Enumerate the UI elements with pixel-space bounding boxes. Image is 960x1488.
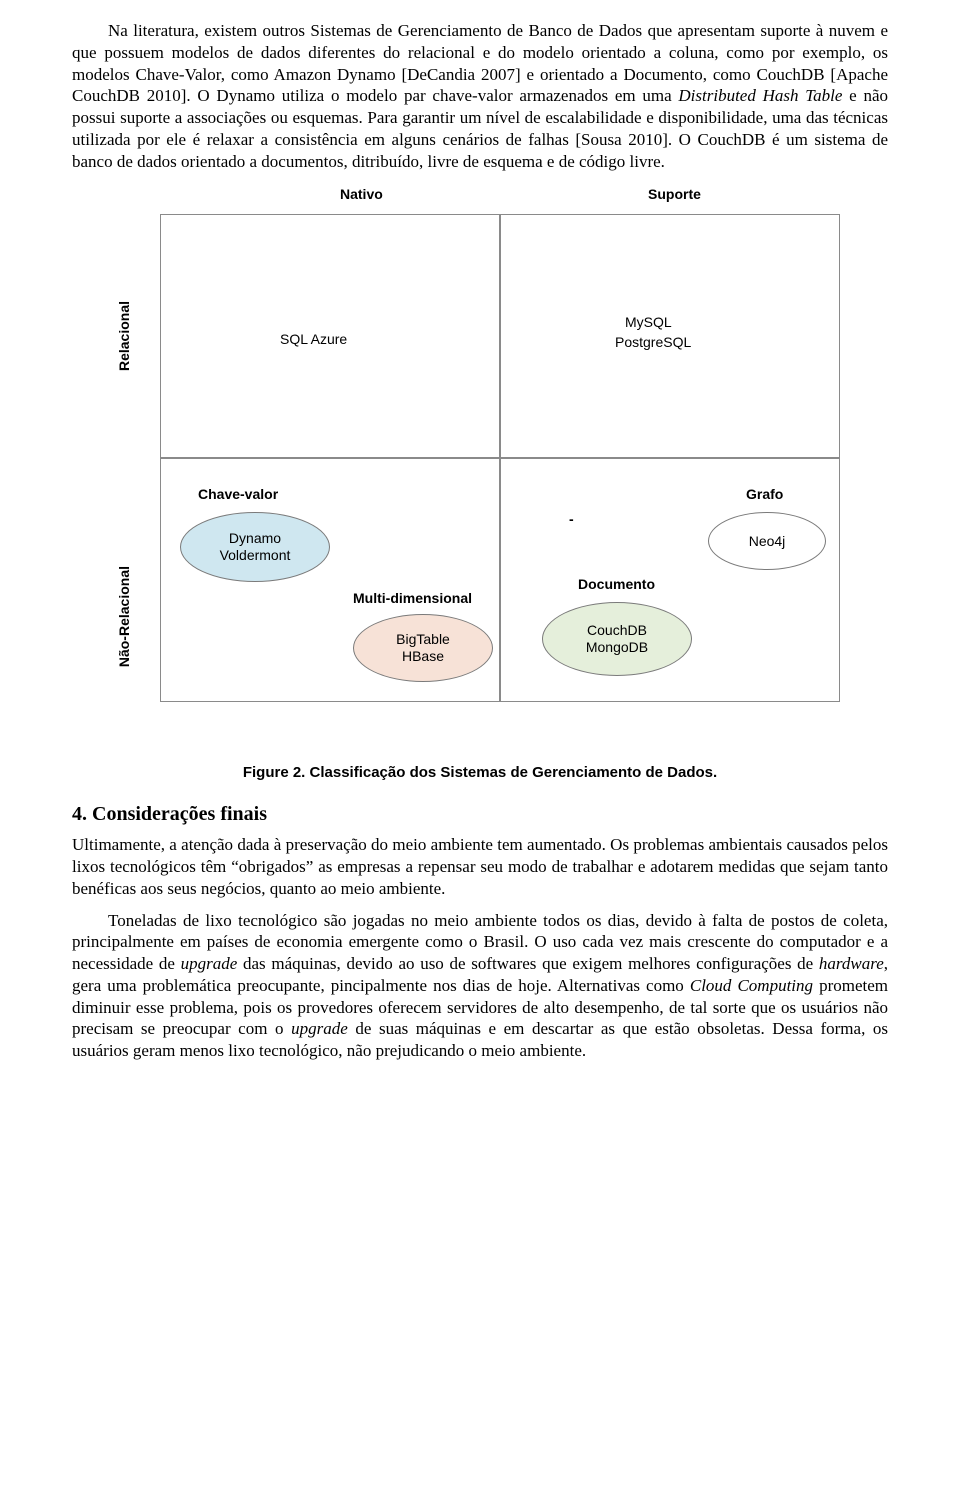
ellipse-bigtable: BigTable HBase [353, 614, 493, 682]
label-chave: Chave-valor [198, 486, 278, 502]
col-left: Nativo [340, 186, 383, 202]
italic-term: upgrade [291, 1019, 348, 1038]
section-4-heading: 4. Considerações finais [72, 803, 888, 826]
ellipse-line: CouchDB [587, 622, 647, 639]
ellipse-line: Dynamo [229, 530, 281, 547]
ellipse-line: Neo4j [749, 533, 786, 550]
label-multi: Multi-dimensional [353, 590, 472, 606]
italic-term: hardware [819, 954, 884, 973]
intro-paragraph: Na literatura, existem outros Sistemas d… [72, 20, 888, 172]
ellipse-line: MongoDB [586, 639, 648, 656]
label-doc: Documento [578, 576, 655, 592]
italic-term: Cloud Computing [690, 976, 813, 995]
row-bottom: Não-Relacional [116, 566, 132, 667]
figure-2: Nativo Suporte Relacional Não-Relacional… [72, 186, 888, 781]
ellipse-line: HBase [402, 648, 444, 665]
row-top: Relacional [116, 301, 132, 371]
italic-term: Distributed Hash Table [678, 86, 842, 105]
ellipse-line: BigTable [396, 631, 450, 648]
quad-bot-right [500, 458, 840, 702]
ellipse-line: Voldermont [220, 547, 291, 564]
ellipse-dynamo: Dynamo Voldermont [180, 512, 330, 582]
mysql: MySQL [625, 314, 672, 330]
ellipse-neo4j: Neo4j [708, 512, 826, 570]
figure-caption: Figure 2. Classificação dos Sistemas de … [72, 764, 888, 781]
text: das máquinas, devido ao uso de softwares… [237, 954, 819, 973]
ellipse-couch: CouchDB MongoDB [542, 602, 692, 676]
sec4-p2: Toneladas de lixo tecnológico são jogada… [72, 910, 888, 1062]
dash-mark: - [569, 511, 574, 527]
italic-term: upgrade [181, 954, 238, 973]
col-right: Suporte [648, 186, 701, 202]
label-grafo: Grafo [746, 486, 783, 502]
postgresql: PostgreSQL [615, 334, 691, 350]
sec4-p1: Ultimamente, a atenção dada à preservaçã… [72, 834, 888, 899]
sql-azure: SQL Azure [280, 331, 347, 347]
